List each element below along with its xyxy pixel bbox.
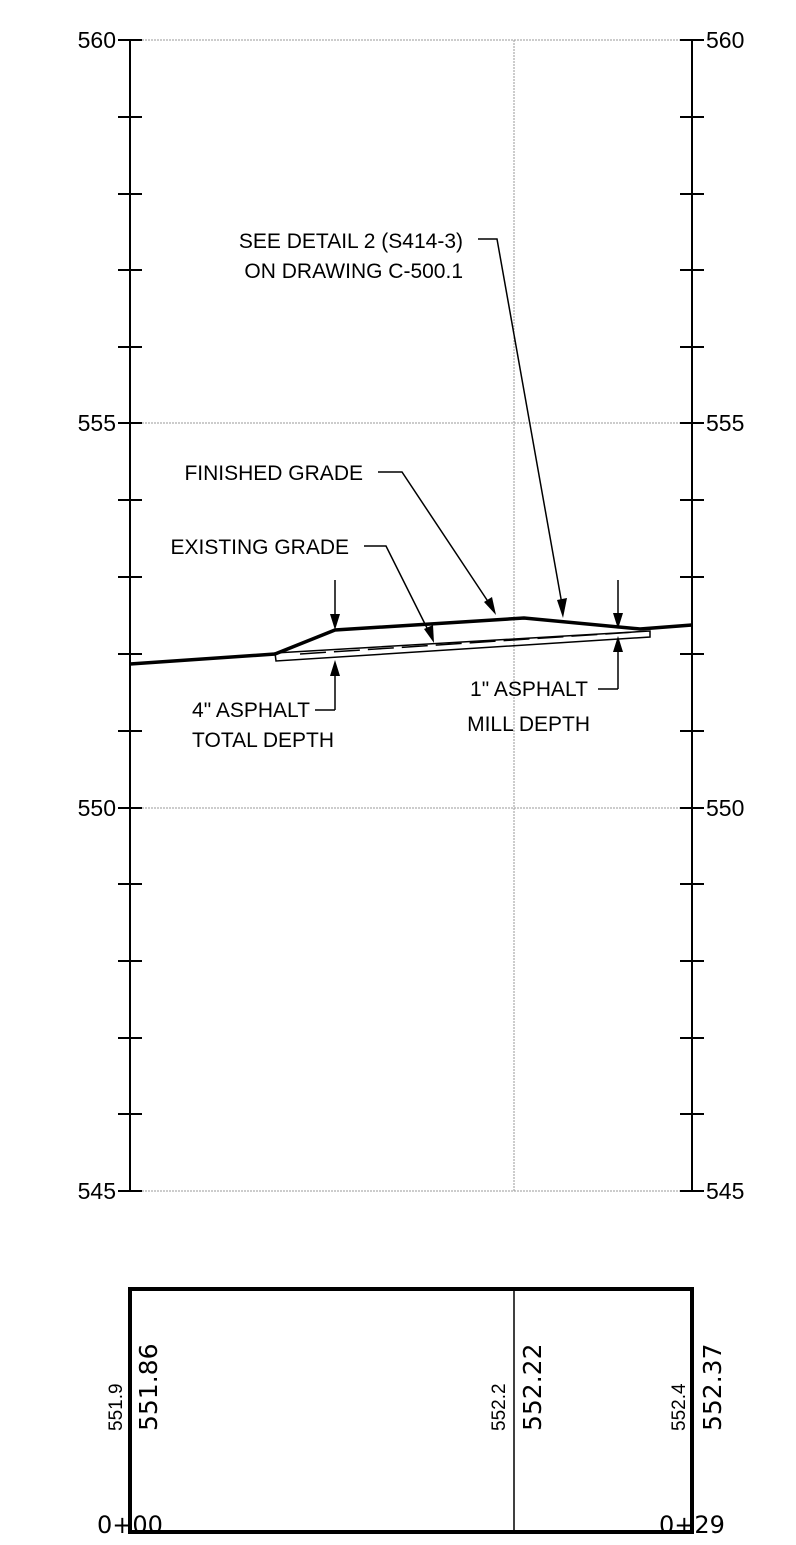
existing-elevation: 551.9 [106,1383,127,1431]
left-dim-arrowhead-top [330,614,340,630]
right-dim-arrowhead-top [613,613,623,629]
right-label-550: 550 [706,795,744,821]
left-label-550: 550 [78,795,116,821]
elevation-col-0: 551.9 551.86 [106,1344,163,1431]
proposed-elevation: 551.86 [134,1344,163,1431]
mill-depth-callout-line1: 1" ASPHALT [470,678,588,701]
left-label-555: 555 [78,410,116,436]
left-label-560: 560 [78,27,116,53]
detail-arrowhead [557,598,567,618]
existing-elevation: 552.4 [669,1383,690,1431]
station-start: 0+00 [97,1511,163,1539]
finished-grade-leader [378,471,494,610]
station-end: 0+29 [659,1511,725,1539]
right-label-560: 560 [706,27,744,53]
existing-elevation: 552.2 [489,1383,510,1431]
proposed-elevation: 552.22 [518,1344,547,1431]
elevation-table [128,1287,694,1534]
left-ticks [118,39,142,1192]
finished-grade-arrowhead [484,597,496,615]
left-label-545: 545 [78,1178,116,1204]
right-label-555: 555 [706,410,744,436]
existing-grade-callout: EXISTING GRADE [170,536,349,559]
detail-leader [478,238,564,611]
right-ticks [680,39,704,1192]
asphalt-total-callout-line1: 4" ASPHALT [192,699,310,722]
mill-depth-callout-line2: MILL DEPTH [467,713,590,736]
elevation-col-1: 552.2 552.22 [489,1344,547,1431]
elevation-col-2: 552.4 552.37 [669,1344,727,1431]
right-label-545: 545 [706,1178,744,1204]
finished-grade-callout: FINISHED GRADE [184,462,363,485]
profile-grid [130,39,692,1192]
existing-grade-leader [364,545,432,637]
existing-grade-arrowhead [424,625,434,643]
detail-callout-line2: ON DRAWING C-500.1 [244,260,463,283]
proposed-elevation: 552.37 [698,1344,727,1431]
detail-callout-line1: SEE DETAIL 2 (S414-3) [239,230,463,253]
asphalt-total-callout-line2: TOTAL DEPTH [192,729,334,752]
left-dim-arrowhead-bottom [330,660,340,676]
finished-grade-line [129,616,693,666]
existing-grade-line [299,631,636,655]
asphalt-section [274,630,651,662]
right-dim-arrowhead-bottom [613,636,623,652]
